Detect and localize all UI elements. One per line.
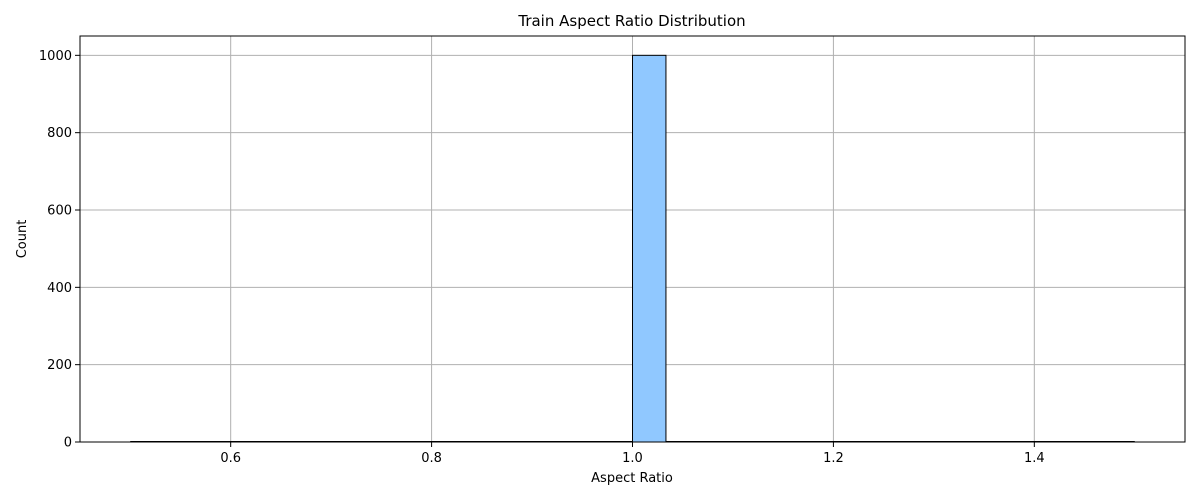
y-ticks: 0 200 400 600 800 1000 (39, 49, 80, 451)
chart-title: Train Aspect Ratio Distribution (517, 12, 745, 30)
y-tick-label: 800 (47, 126, 72, 141)
y-tick-label: 600 (47, 204, 72, 219)
y-tick-label: 0 (64, 436, 72, 451)
x-tick-label: 0.8 (421, 451, 442, 466)
y-tick-label: 400 (47, 281, 72, 296)
x-tick-label: 1.0 (622, 451, 643, 466)
x-tick-label: 1.4 (1024, 451, 1045, 466)
histogram-bar (632, 54, 667, 443)
x-ticks: 0.6 0.8 1.0 1.2 1.4 (220, 442, 1045, 466)
y-axis-label: Count (15, 220, 30, 259)
x-axis-label: Aspect Ratio (591, 471, 673, 486)
x-tick-label: 1.2 (823, 451, 844, 466)
x-tick-label: 0.6 (220, 451, 241, 466)
bars (632, 54, 667, 443)
y-tick-label: 1000 (39, 49, 72, 64)
y-tick-label: 200 (47, 358, 72, 373)
